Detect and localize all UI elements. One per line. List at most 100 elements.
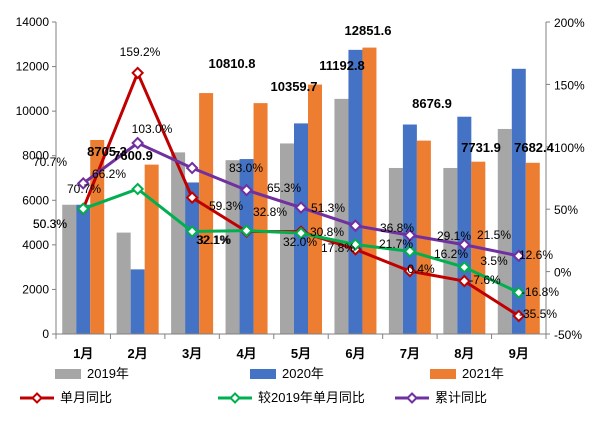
y-left-tick-label: 12000 <box>16 60 50 74</box>
marker-单月同比-7月 <box>403 264 417 278</box>
bar-2021年-9月 <box>525 162 540 334</box>
bar-value-label: 10810.8 <box>209 56 256 71</box>
marker-较2019年单月同比-4月 <box>240 224 253 238</box>
bar-2020年-1月 <box>76 204 91 334</box>
x-tick-label: 7月 <box>400 346 420 361</box>
legend-label: 2021年 <box>462 366 504 381</box>
legend-marker-较2019年单月同比 <box>229 392 241 404</box>
bar-2021年-5月 <box>308 84 322 334</box>
y-right-tick-label: 200% <box>554 16 585 30</box>
bar-2020年-9月 <box>511 68 526 335</box>
bar-2019年-5月 <box>280 143 294 334</box>
marker-累计同比-7月 <box>403 228 417 242</box>
bar-2020年-2月 <box>130 269 145 334</box>
y-left-tick-label: 4000 <box>22 238 49 252</box>
legend-label: 2020年 <box>282 366 324 381</box>
marker-累计同比-4月 <box>240 183 253 197</box>
line-label-累计同比: 36.8% <box>380 221 414 235</box>
marker-单月同比-8月 <box>457 274 471 288</box>
line-label-累计同比: 65.3% <box>267 181 301 195</box>
marker-累计同比-5月 <box>294 201 308 214</box>
line-label-较2019年单月同比: -16.8% <box>521 285 559 299</box>
line-label-较2019年单月同比: 30.8% <box>310 225 344 239</box>
line-label-较2019年单月同比: 50.3% <box>33 217 67 231</box>
y-right-tick-label: -50% <box>554 328 582 342</box>
x-tick-label: 2月 <box>128 346 148 361</box>
y-right-tick-label: 50% <box>554 203 578 217</box>
x-tick-label: 8月 <box>454 346 474 361</box>
line-label-较2019年单月同比: 16.2% <box>434 247 468 261</box>
bar-value-label: 8705.3 <box>87 144 127 159</box>
y-left-tick-label: 8000 <box>22 149 49 163</box>
x-tick-label: 9月 <box>509 346 529 361</box>
x-tick-label: 3月 <box>182 346 202 361</box>
marker-累计同比-1月 <box>76 176 90 190</box>
bar-value-label: 7600.9 <box>113 148 153 163</box>
marker-较2019年单月同比-1月 <box>76 202 90 216</box>
y-right-tick-label: 0% <box>554 266 572 280</box>
bar-2021年-6月 <box>362 47 377 334</box>
bar-value-label: 12851.6 <box>345 23 392 38</box>
y-left-tick-label: 10000 <box>16 104 50 118</box>
line-label-较2019年单月同比: 21.7% <box>379 237 413 251</box>
marker-较2019年单月同比-7月 <box>403 244 417 258</box>
bar-2021年-3月 <box>199 93 214 334</box>
line-label-累计同比: 51.3% <box>311 201 345 215</box>
bar-2019年-1月 <box>62 204 77 334</box>
bar-2019年-6月 <box>334 98 349 334</box>
y-left-tick-label: 14000 <box>16 15 50 29</box>
legend-label: 累计同比 <box>435 390 487 405</box>
x-tick-label: 4月 <box>236 346 256 361</box>
bar-value-label: 8676.9 <box>412 96 452 111</box>
extra-line-label: 70.7% <box>67 182 101 196</box>
line-label-单月同比: 0.4% <box>407 262 435 276</box>
line-label-较2019年单月同比: 32.8% <box>253 205 287 219</box>
y-right-tick-label: 150% <box>554 78 585 92</box>
line-label-较2019年单月同比: 66.2% <box>92 167 126 181</box>
marker-较2019年单月同比-3月 <box>185 225 199 238</box>
axes-layer: 0 2000 4000 6000 8000 10000 12000 14000 -50% 0% 50… <box>16 15 585 361</box>
marker-单月同比-9月 <box>512 309 526 323</box>
bar-value-label: 7682.4 <box>514 140 555 155</box>
marker-较2019年单月同比-9月 <box>512 286 526 299</box>
line-label-单月同比: 32.0% <box>283 235 317 249</box>
y-left-tick-label: 6000 <box>22 193 49 207</box>
bar-2021年-1月 <box>90 139 105 334</box>
bar-2019年-9月 <box>497 128 512 334</box>
x-tick-label: 6月 <box>345 346 365 361</box>
line-label-单月同比: 17.8% <box>321 241 355 255</box>
line-label-单月同比: 159.2% <box>120 45 161 59</box>
line-label-累计同比: 21.5% <box>477 228 511 242</box>
bar-value-label: 7731.9 <box>461 140 501 155</box>
marker-单月同比-3月 <box>185 191 199 205</box>
bar-2019年-8月 <box>443 167 458 334</box>
marker-累计同比-3月 <box>185 161 199 175</box>
marker-较2019年单月同比-8月 <box>457 260 471 274</box>
marker-较2019年单月同比-2月 <box>131 182 145 196</box>
line-label-累计同比: 83.0% <box>229 161 263 175</box>
bar-2021年-2月 <box>144 164 159 334</box>
bar-2019年-2月 <box>116 232 131 334</box>
marker-较2019年单月同比-5月 <box>294 226 308 240</box>
line-label-单月同比: 32.1% <box>197 233 231 247</box>
legend-label: 单月同比 <box>60 390 112 405</box>
marker-累计同比-2月 <box>131 136 145 150</box>
bar-layer <box>62 47 540 335</box>
x-tick-label: 1月 <box>73 346 93 361</box>
line-label-单月同比: -35.5% <box>519 307 557 321</box>
legend-swatch-2019年 <box>55 369 81 379</box>
bar-2019年-3月 <box>171 152 186 334</box>
bar-2020年-6月 <box>348 49 363 334</box>
bar-2020年-4月 <box>239 159 254 334</box>
bar-2019年-4月 <box>225 160 240 334</box>
legend-marker-单月同比 <box>31 392 43 404</box>
marker-累计同比-8月 <box>457 238 471 252</box>
marker-单月同比-2月 <box>131 66 145 80</box>
y-right-tick-label: 100% <box>554 141 585 155</box>
line-label-累计同比: 12.6% <box>519 248 553 262</box>
bar-2020年-3月 <box>185 182 200 334</box>
legend-marker-累计同比 <box>406 392 418 404</box>
